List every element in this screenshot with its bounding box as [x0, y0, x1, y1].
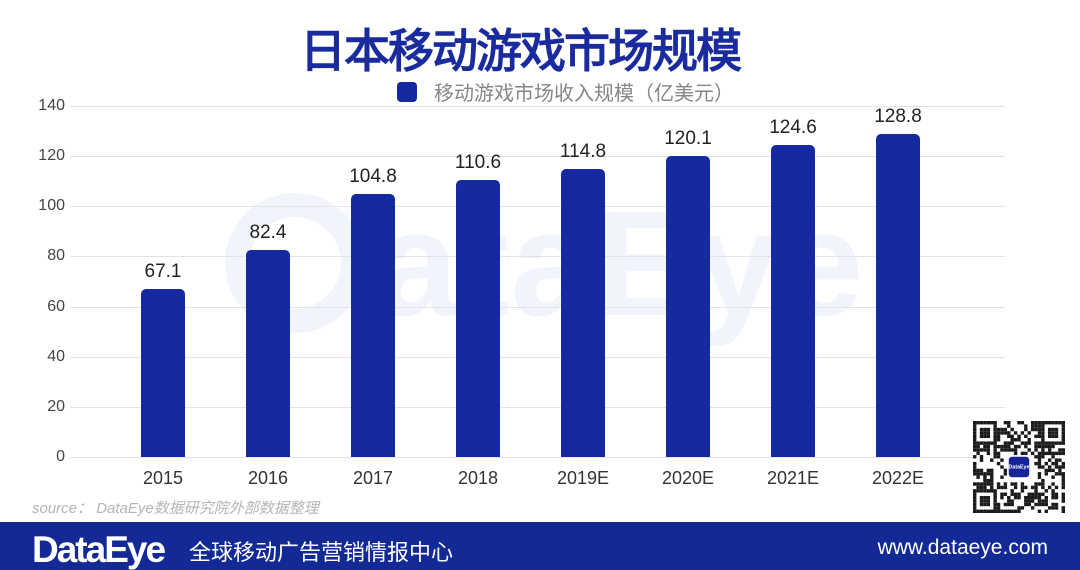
svg-text:DataEye: DataEye	[1009, 465, 1030, 471]
